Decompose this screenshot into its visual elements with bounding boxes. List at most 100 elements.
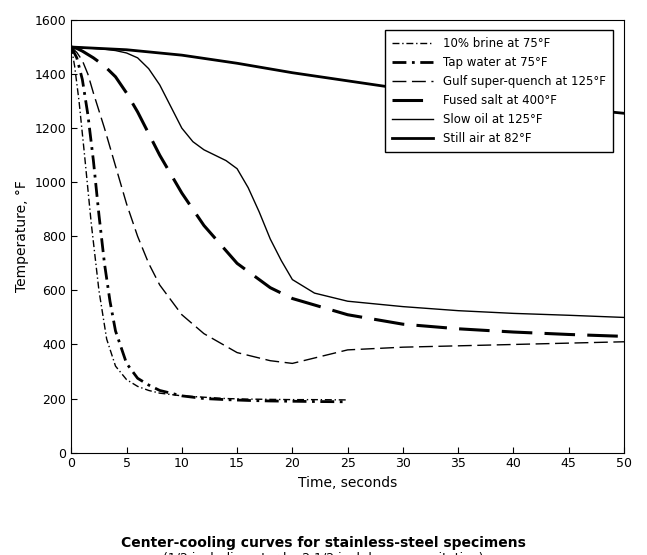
- 10% brine at 75°F: [75, 98, 83, 104]
- Gulf super-quench at 125°F: [565, 340, 573, 346]
- Fused salt at 400°F: [620, 333, 628, 340]
- 10% brine at 75°F: [156, 390, 164, 396]
- Text: Center-cooling curves for stainless-steel specimens: Center-cooling curves for stainless-stee…: [121, 536, 526, 549]
- X-axis label: Time, seconds: Time, seconds: [298, 476, 397, 490]
- Slow oil at 125°F: [510, 310, 518, 317]
- Gulf super-quench at 125°F: [510, 341, 518, 348]
- Slow oil at 125°F: [200, 147, 208, 153]
- Still air at 82°F: [178, 52, 186, 58]
- Fused salt at 400°F: [267, 284, 274, 291]
- Slow oil at 125°F: [454, 307, 462, 314]
- Slow oil at 125°F: [145, 65, 153, 72]
- Line: Still air at 82°F: Still air at 82°F: [71, 47, 624, 113]
- Fused salt at 400°F: [233, 260, 241, 267]
- 10% brine at 75°F: [103, 336, 111, 342]
- Gulf super-quench at 125°F: [89, 90, 97, 97]
- 10% brine at 75°F: [267, 396, 274, 403]
- Still air at 82°F: [67, 44, 75, 51]
- Fused salt at 400°F: [178, 190, 186, 196]
- Tap water at 75°F: [245, 397, 252, 404]
- Slow oil at 125°F: [73, 44, 81, 51]
- Fused salt at 400°F: [156, 152, 164, 159]
- Slow oil at 125°F: [134, 54, 142, 61]
- Fused salt at 400°F: [289, 295, 296, 302]
- Gulf super-quench at 125°F: [156, 281, 164, 288]
- Tap water at 75°F: [112, 327, 120, 334]
- Fused salt at 400°F: [112, 73, 120, 80]
- Tap water at 75°F: [100, 260, 108, 267]
- Slow oil at 125°F: [167, 103, 175, 110]
- Tap water at 75°F: [106, 298, 114, 305]
- Tap water at 75°F: [289, 398, 296, 405]
- 10% brine at 75°F: [245, 396, 252, 402]
- Tap water at 75°F: [123, 360, 131, 367]
- 10% brine at 75°F: [311, 396, 318, 403]
- Gulf super-quench at 125°F: [233, 349, 241, 356]
- Line: Fused salt at 400°F: Fused salt at 400°F: [71, 47, 624, 336]
- Tap water at 75°F: [67, 44, 75, 51]
- Gulf super-quench at 125°F: [100, 125, 108, 132]
- Slow oil at 125°F: [112, 47, 120, 54]
- Gulf super-quench at 125°F: [620, 339, 628, 345]
- Gulf super-quench at 125°F: [267, 357, 274, 364]
- Still air at 82°F: [565, 104, 573, 111]
- Still air at 82°F: [289, 69, 296, 76]
- Gulf super-quench at 125°F: [67, 44, 75, 51]
- Gulf super-quench at 125°F: [112, 163, 120, 169]
- Fused salt at 400°F: [399, 321, 407, 327]
- Tap water at 75°F: [267, 398, 274, 405]
- Tap water at 75°F: [145, 382, 153, 388]
- Gulf super-quench at 125°F: [200, 330, 208, 337]
- 10% brine at 75°F: [200, 394, 208, 401]
- Tap water at 75°F: [344, 398, 351, 405]
- Fused salt at 400°F: [73, 45, 81, 52]
- Fused salt at 400°F: [123, 90, 131, 97]
- Fused salt at 400°F: [67, 44, 75, 51]
- Slow oil at 125°F: [399, 303, 407, 310]
- Still air at 82°F: [620, 110, 628, 117]
- Still air at 82°F: [344, 78, 351, 84]
- Slow oil at 125°F: [289, 276, 296, 283]
- Gulf super-quench at 125°F: [454, 342, 462, 349]
- Gulf super-quench at 125°F: [178, 311, 186, 318]
- Fused salt at 400°F: [100, 63, 108, 69]
- 10% brine at 75°F: [87, 219, 95, 226]
- 10% brine at 75°F: [134, 383, 142, 390]
- 10% brine at 75°F: [344, 397, 351, 403]
- Text: (1/2 inch diameter by 2 1/2 inch long, no agitation): (1/2 inch diameter by 2 1/2 inch long, n…: [163, 552, 484, 555]
- 10% brine at 75°F: [95, 287, 103, 294]
- Gulf super-quench at 125°F: [145, 260, 153, 267]
- Fused salt at 400°F: [454, 325, 462, 332]
- Slow oil at 125°F: [278, 258, 285, 264]
- Slow oil at 125°F: [100, 46, 108, 53]
- Line: Gulf super-quench at 125°F: Gulf super-quench at 125°F: [71, 47, 624, 364]
- Still air at 82°F: [123, 47, 131, 53]
- Fused salt at 400°F: [510, 329, 518, 335]
- 10% brine at 75°F: [71, 63, 78, 69]
- Gulf super-quench at 125°F: [134, 233, 142, 240]
- Gulf super-quench at 125°F: [73, 49, 81, 56]
- Still air at 82°F: [399, 85, 407, 92]
- Line: 10% brine at 75°F: 10% brine at 75°F: [71, 47, 347, 400]
- Fused salt at 400°F: [200, 222, 208, 229]
- 10% brine at 75°F: [67, 44, 75, 51]
- Gulf super-quench at 125°F: [399, 344, 407, 351]
- Fused salt at 400°F: [565, 331, 573, 338]
- Gulf super-quench at 125°F: [123, 200, 131, 207]
- Slow oil at 125°F: [78, 44, 86, 51]
- Legend: 10% brine at 75°F, Tap water at 75°F, Gulf super-quench at 125°F, Fused salt at : 10% brine at 75°F, Tap water at 75°F, Gu…: [385, 30, 613, 152]
- Fused salt at 400°F: [145, 130, 153, 137]
- Tap water at 75°F: [311, 398, 318, 405]
- Slow oil at 125°F: [245, 184, 252, 191]
- Tap water at 75°F: [200, 395, 208, 402]
- Tap water at 75°F: [156, 387, 164, 393]
- Slow oil at 125°F: [211, 152, 219, 159]
- Gulf super-quench at 125°F: [289, 360, 296, 367]
- Slow oil at 125°F: [156, 82, 164, 88]
- 10% brine at 75°F: [289, 396, 296, 403]
- Tap water at 75°F: [78, 76, 86, 83]
- Tap water at 75°F: [95, 211, 103, 218]
- Still air at 82°F: [454, 92, 462, 99]
- Tap water at 75°F: [222, 396, 230, 403]
- Fused salt at 400°F: [89, 54, 97, 61]
